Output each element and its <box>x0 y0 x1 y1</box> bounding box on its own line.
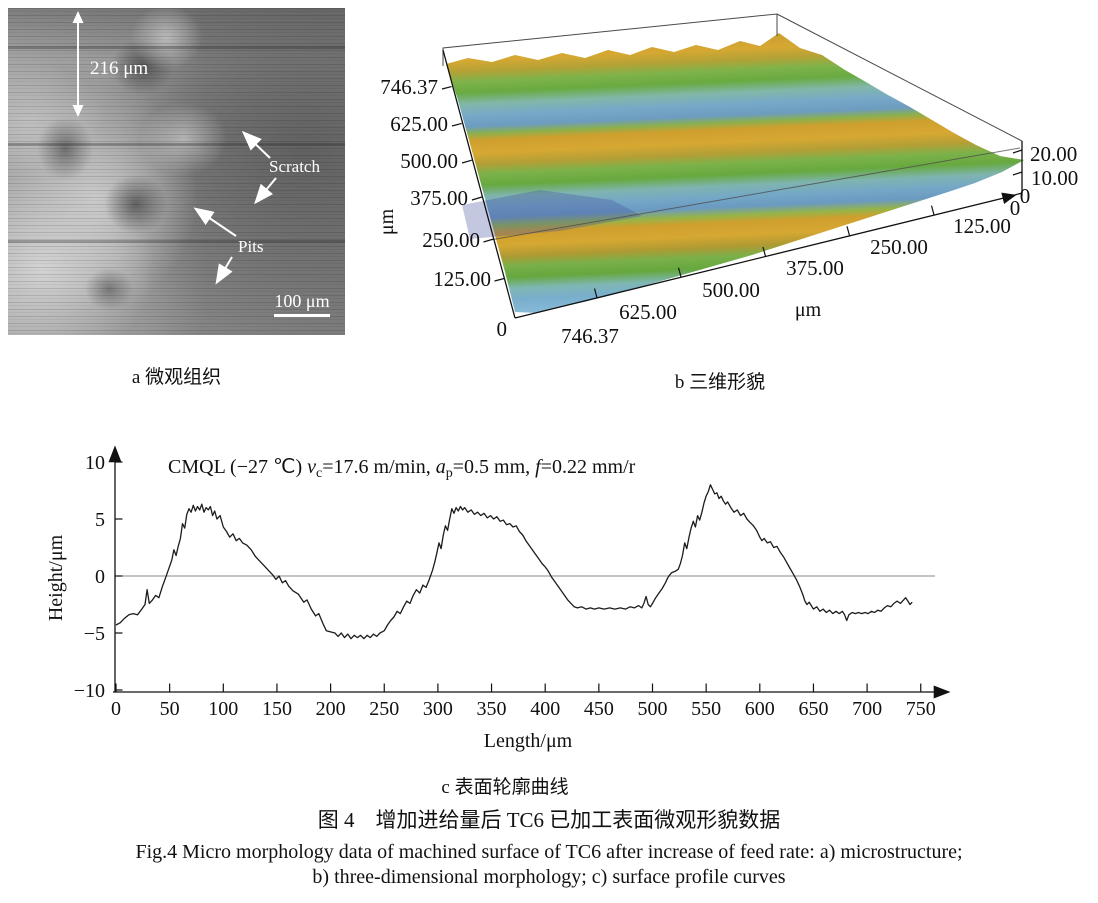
scratch-arrow-1 <box>241 130 271 159</box>
surface-dark-patch <box>462 190 642 239</box>
profile-chart: CMQL (−27 ℃) vc=17.6 m/min, ap=0.5 mm, f… <box>45 445 951 752</box>
y-tick-label: 10 <box>85 452 105 474</box>
x-tick-label: 350 <box>477 698 507 720</box>
x-tick-label: 150 <box>262 698 292 720</box>
caption-panel-a: a 微观组织 <box>131 367 222 388</box>
x-tick-label: 250 <box>369 698 399 720</box>
anno-cmql: CMQL (−27 ℃) <box>168 456 307 478</box>
profile-curve <box>115 484 913 640</box>
x-tick-label: 600 <box>745 698 775 720</box>
y-tick-label: −5 <box>84 623 105 645</box>
depth-tick-label: 625.00 <box>390 112 448 136</box>
box-hidden-edge <box>489 147 1021 241</box>
x-tick-label: 550 <box>691 698 721 720</box>
anno-vc-val: =17.6 m/min, <box>322 456 436 478</box>
x-tick-label-3d: 746.37 <box>561 324 619 348</box>
x-tick-label-3d: 125.00 <box>953 214 1011 238</box>
depth-tick-label: 500.00 <box>400 149 458 173</box>
box-right-edge <box>776 13 1023 142</box>
anno-ap-sub: p <box>446 466 453 481</box>
anno-vc: v <box>307 456 316 478</box>
cutting-conditions-annotation: CMQL (−27 ℃) vc=17.6 m/min, ap=0.5 mm, f… <box>168 456 636 481</box>
x-axis-3d-unit: μm <box>795 299 822 321</box>
y-axis-label: Height/μm <box>45 534 67 621</box>
anno-f-val: =0.22 mm/r <box>541 456 636 478</box>
x-axis-3d-ticks <box>593 205 935 298</box>
y-tick-label: 5 <box>95 509 105 531</box>
x-tick-label: 300 <box>423 698 453 720</box>
depth-tick-label: 746.37 <box>380 75 438 99</box>
anno-vc-sub: c <box>316 466 322 481</box>
x-tick-label: 650 <box>798 698 828 720</box>
depth-axis-ticks <box>441 86 505 282</box>
x-tick-label-3d: 250.00 <box>870 235 928 259</box>
y-tick-label: −10 <box>74 680 105 702</box>
x-tick-label: 700 <box>852 698 882 720</box>
caption-panel-b: b 三维形貌 <box>674 372 766 393</box>
figure-caption-zh: 图 4 增加进给量后 TC6 已加工表面微观形貌数据 <box>317 808 781 832</box>
pits-label: Pits <box>238 237 264 256</box>
x-tick-label-3d: 375.00 <box>786 256 844 280</box>
x-tick-label: 400 <box>530 698 560 720</box>
depth-tick-label: 250.00 <box>422 228 480 252</box>
x-tick-label: 100 <box>208 698 238 720</box>
x-tick-label-3d: 500.00 <box>702 278 760 302</box>
scalebar-label: 100 μm <box>274 291 329 311</box>
surface-3d-plot: 746.37 625.00 500.00 375.00 250.00 125.0… <box>376 13 1078 348</box>
micrograph-image: 216 μm Scratch Pits 100 μm <box>8 8 345 335</box>
depth-zero-label: 0 <box>497 317 508 341</box>
x-tick-label: 750 <box>906 698 936 720</box>
depth-double-arrow <box>72 11 84 117</box>
x-tick-label: 450 <box>584 698 614 720</box>
x-tick-label: 50 <box>160 698 180 720</box>
depth-label: 216 μm <box>90 58 148 79</box>
figure-caption-en-line2: b) three-dimensional morphology; c) surf… <box>312 866 786 888</box>
anno-ap: a <box>436 456 446 478</box>
scratch-label: Scratch <box>269 157 320 176</box>
surface-patch <box>446 33 1024 313</box>
scalebar <box>274 314 330 317</box>
y-tick-label: 0 <box>95 566 105 588</box>
x-axis-3d <box>514 192 1017 319</box>
depth-axis <box>442 49 516 319</box>
x-tick-label: 500 <box>638 698 668 720</box>
pits-arrow-1 <box>193 207 237 237</box>
figure-caption-en-line1: Fig.4 Micro morphology data of machined … <box>135 841 963 863</box>
z-tick-label: 20.00 <box>1030 142 1077 166</box>
x-tick-label: 200 <box>316 698 346 720</box>
z-tick-label: 10.00 <box>1031 166 1078 190</box>
x-zero-label-3d: 0 <box>1010 196 1021 220</box>
caption-panel-c: c 表面轮廓曲线 <box>441 777 569 798</box>
depth-tick-label: 125.00 <box>433 267 491 291</box>
depth-tick-label: 375.00 <box>410 186 468 210</box>
x-axis-label: Length/μm <box>484 730 573 752</box>
anno-ap-val: =0.5 mm, <box>453 456 535 478</box>
box-back-edges <box>442 13 778 66</box>
scratch-arrow-2 <box>254 177 277 205</box>
anno-f: f <box>535 456 543 478</box>
z-axis-ticks <box>1012 149 1023 197</box>
x-tick-label: 0 <box>111 698 121 720</box>
depth-axis-unit: μm <box>376 208 398 235</box>
z-zero-label: 0 <box>1020 184 1031 208</box>
pits-arrow-2 <box>215 256 233 285</box>
x-tick-label-3d: 625.00 <box>619 300 677 324</box>
micrograph-annotations: 216 μm Scratch Pits 100 μm <box>72 11 330 317</box>
